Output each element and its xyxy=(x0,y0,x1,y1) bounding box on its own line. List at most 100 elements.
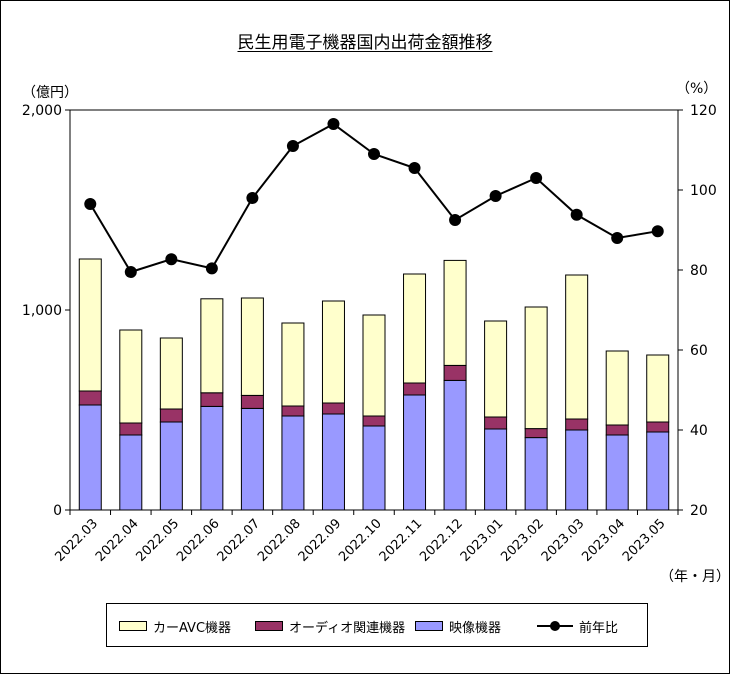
x-axis-tick-label: 2022.07 xyxy=(215,516,264,565)
bar-segment-video xyxy=(281,415,305,511)
left-axis-tick-label: 0 xyxy=(53,503,62,519)
right-axis-tick-label: 40 xyxy=(690,423,708,439)
x-axis-tick-label: 2022.03 xyxy=(52,516,101,565)
bar-segment-audio xyxy=(159,408,183,423)
legend-label-car-avc: カーAVC機器 xyxy=(153,620,232,636)
bar-segment-video xyxy=(484,428,508,511)
bar-segment-car-avc xyxy=(565,274,589,420)
bar-segment-audio xyxy=(443,364,467,381)
bar-segment-video xyxy=(443,379,467,511)
bar-segment-audio xyxy=(119,422,143,436)
bar-segment-audio xyxy=(565,418,589,431)
x-axis-tick-label: 2023.03 xyxy=(539,516,588,565)
bar-segment-car-avc xyxy=(281,322,305,407)
bar-segment-audio xyxy=(78,390,102,406)
yoy-point xyxy=(286,140,299,152)
bar-segment-audio xyxy=(605,424,629,436)
left-axis-tick-label: 1,000 xyxy=(22,303,62,319)
right-axis-tick-label: 120 xyxy=(690,103,717,119)
bar-segment-audio xyxy=(403,382,427,396)
yoy-point xyxy=(246,192,259,204)
yoy-point xyxy=(84,198,97,210)
bar-segment-video xyxy=(403,394,427,511)
x-axis-tick-label: 2022.08 xyxy=(255,516,304,565)
bar-segment-audio xyxy=(362,415,386,427)
bar-segment-car-avc xyxy=(119,329,143,424)
legend-swatch-car-avc xyxy=(119,621,147,631)
bar-segment-video xyxy=(321,413,345,511)
legend-swatch-audio xyxy=(255,621,283,631)
bar-segment-audio xyxy=(240,394,264,409)
bar-segment-video xyxy=(646,431,670,511)
yoy-line xyxy=(89,122,658,274)
x-axis-tick-label: 2022.05 xyxy=(134,516,183,565)
legend: カーAVC機器 オーディオ関連機器 映像機器 前年比 xyxy=(106,603,648,647)
bar-segment-car-avc xyxy=(524,306,548,430)
right-axis-tick-label: 60 xyxy=(690,343,708,359)
bar-segment-car-avc xyxy=(362,314,386,417)
right-axis-tick-label: 80 xyxy=(690,263,708,279)
x-axis-tick-label: 2022.12 xyxy=(417,516,466,565)
left-axis-unit: （億円） xyxy=(22,85,78,101)
legend-label-yoy: 前年比 xyxy=(579,620,619,636)
bar-segment-video xyxy=(362,425,386,511)
bar-segment-car-avc xyxy=(403,273,427,384)
legend-label-video: 映像機器 xyxy=(449,620,502,636)
legend-label-audio: オーディオ関連機器 xyxy=(289,620,406,636)
yoy-point xyxy=(611,232,624,244)
x-axis-tick-label: 2022.06 xyxy=(174,516,223,565)
yoy-point xyxy=(368,148,380,160)
bar-segment-video xyxy=(524,437,548,511)
x-axis-tick-label: 2023.05 xyxy=(620,516,669,565)
yoy-point xyxy=(651,225,664,238)
left-axis-tick-label: 2,000 xyxy=(22,103,62,119)
bar-segment-car-avc xyxy=(321,300,345,404)
x-axis-tick-label: 2022.11 xyxy=(377,516,426,565)
yoy-point xyxy=(530,172,543,184)
yoy-point xyxy=(449,214,462,226)
yoy-point xyxy=(124,266,137,278)
bar-segment-video xyxy=(159,421,183,511)
yoy-point xyxy=(408,162,421,174)
bar-segment-audio xyxy=(281,405,305,417)
bar-segment-video xyxy=(78,404,102,511)
yoy-point xyxy=(165,253,178,266)
bar-segment-audio xyxy=(484,416,508,430)
bar-segment-video xyxy=(200,405,224,511)
x-axis-tick-label: 2022.10 xyxy=(336,516,385,565)
bar-segment-video xyxy=(565,429,589,511)
x-axis-tick-label: 2023.02 xyxy=(498,516,547,565)
bar-segment-car-avc xyxy=(605,350,629,426)
bar-segment-audio xyxy=(321,402,345,415)
bar-segment-video xyxy=(240,407,264,511)
bar-segment-car-avc xyxy=(443,259,467,366)
yoy-point xyxy=(205,262,218,275)
bar-segment-audio xyxy=(524,428,548,439)
bar-segment-car-avc xyxy=(200,298,224,394)
right-axis-unit: （%） xyxy=(676,81,718,97)
bar-segment-car-avc xyxy=(484,320,508,418)
yoy-point xyxy=(327,118,340,130)
bar-segment-car-avc xyxy=(159,337,183,410)
yoy-point xyxy=(570,208,583,221)
legend-swatch-yoy xyxy=(537,619,573,633)
bar-segment-video xyxy=(605,434,629,511)
x-axis-tick-label: 2022.09 xyxy=(296,516,345,565)
bar-segment-audio xyxy=(646,421,670,433)
legend-item-car-avc: カーAVC機器 xyxy=(119,617,232,636)
bar-segment-audio xyxy=(200,392,224,407)
legend-item-audio: オーディオ関連機器 xyxy=(255,617,406,636)
chart-title: 民生用電子機器国内出荷金額推移 xyxy=(237,33,493,53)
legend-item-video: 映像機器 xyxy=(415,617,502,636)
bar-segment-car-avc xyxy=(646,354,670,423)
right-axis-tick-label: 20 xyxy=(690,503,708,519)
x-axis-tick-label: 2023.04 xyxy=(579,516,628,565)
legend-item-yoy: 前年比 xyxy=(537,617,619,636)
yoy-point xyxy=(489,190,502,202)
x-axis-tick-label: 2023.01 xyxy=(458,516,507,565)
right-axis-tick-label: 100 xyxy=(690,183,717,199)
bar-segment-car-avc xyxy=(240,297,264,396)
x-axis-unit: （年・月） xyxy=(660,569,730,585)
legend-swatch-video xyxy=(415,621,443,631)
